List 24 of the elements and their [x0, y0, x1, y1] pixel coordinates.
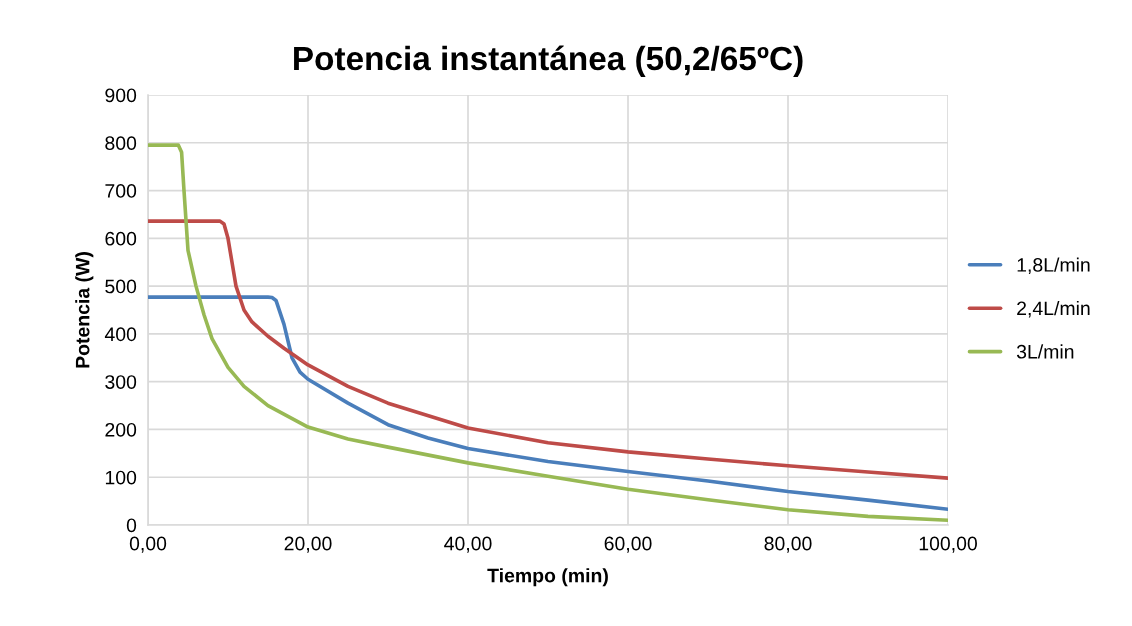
legend-label: 1,8L/min: [1017, 257, 1090, 275]
x-tick-label: 80,00: [764, 536, 812, 553]
y-tick-label: 100: [105, 470, 137, 485]
line-series: [148, 219, 948, 480]
y-tick-label: 700: [105, 184, 137, 198]
y-axis-title: Potencia (W): [75, 252, 94, 368]
x-tick-label: 60,00: [604, 536, 652, 553]
x-tick-label: 40,00: [444, 536, 492, 553]
y-tick-label: 0: [126, 518, 137, 533]
y-tick-label: 900: [105, 88, 137, 103]
y-tick-label: 400: [104, 327, 137, 342]
x-tick-label: 20,00: [284, 536, 332, 553]
x-tick-label: 0,00: [129, 536, 167, 553]
y-tick-label: 300: [105, 375, 137, 389]
legend-label: 2,4L/min: [1017, 300, 1090, 318]
line-series: [148, 295, 948, 512]
y-tick-label: 800: [105, 136, 137, 151]
chart-title: Potencia instantánea (50,2/65ºC): [294, 45, 803, 77]
x-tick-label: 100,00: [919, 536, 977, 553]
legend-label: 3L/min: [1016, 344, 1074, 359]
y-tick-label: 500: [105, 279, 137, 294]
y-tick-label: 600: [105, 231, 137, 246]
x-axis-title: Tiempo (min): [487, 568, 608, 587]
y-tick-label: 200: [105, 422, 137, 437]
